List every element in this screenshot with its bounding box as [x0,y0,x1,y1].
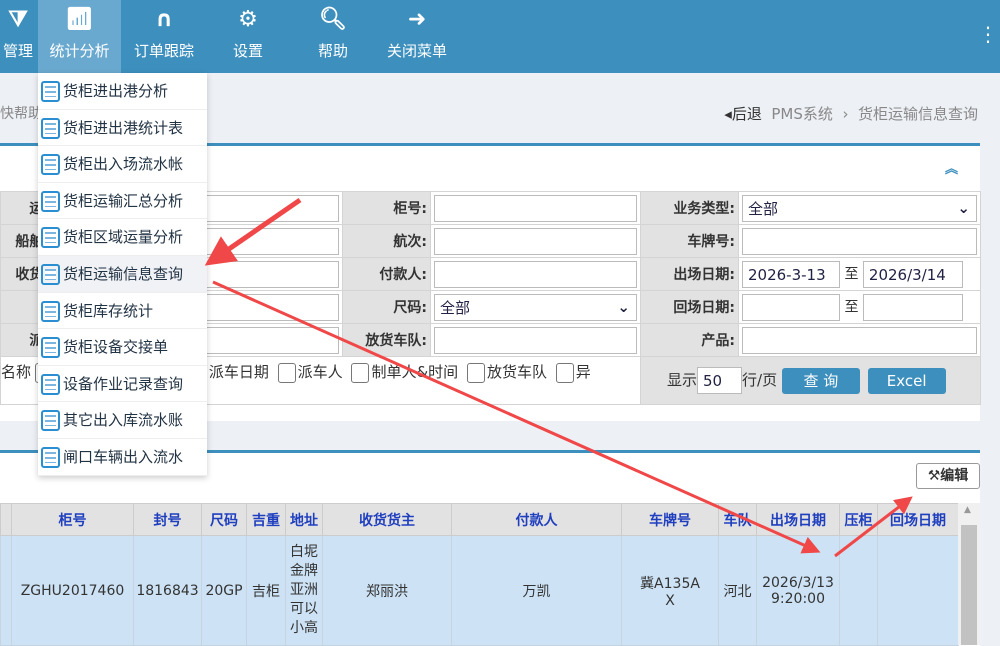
document-icon [41,263,60,285]
menu-icon[interactable]: ⋮ [978,22,998,46]
bar-chart-icon: 📶︎ [65,7,94,32]
collapse-icon[interactable]: ︽ [944,162,958,177]
nav-item-help[interactable]: 🔍︎ 帮助 [295,0,371,73]
filter-icon: ⧩ [8,7,28,32]
return-date-to[interactable] [862,293,963,321]
menu-item[interactable]: 货柜运输汇总分析 [38,183,207,220]
menu-item[interactable]: 设备作业记录查询 [38,366,207,403]
voyage-input[interactable] [434,227,637,255]
page-size-input[interactable]: 50 [697,367,743,394]
breadcrumb-item: 货柜运输信息查询 [857,105,978,123]
query-button[interactable]: 查 询 [781,367,860,394]
size-select[interactable]: 全部 ⌄ [434,293,637,321]
checkbox[interactable] [555,362,574,383]
plate-input[interactable] [742,227,977,255]
document-icon [41,300,60,322]
document-icon [41,227,60,249]
menu-item[interactable]: 货柜库存统计 [38,293,207,330]
document-icon [41,373,60,395]
document-icon [41,410,60,432]
menu-item[interactable]: 货柜进出港分析 [38,73,207,110]
nav-item-manage[interactable]: ⧩ 管理 [0,0,36,73]
back-link[interactable]: ◂后退 [724,105,762,123]
scrollbar[interactable]: ▲ [958,503,980,645]
return-date-from[interactable] [742,293,840,321]
chevron-down-icon: ⌄ [957,198,970,217]
product-input[interactable] [742,326,977,354]
menu-item[interactable]: 货柜运输信息查询 [38,255,207,293]
results-table: 柜号 封号 尺码 吉重 地址 收货货主 付款人 车牌号 车队 出场日期 压柜 回场日期 ZGHU201… [0,503,959,646]
checkbox[interactable] [466,362,485,383]
biz-type-select[interactable]: 全部 ⌄ [742,194,977,222]
headphones-icon: ∩ [155,7,173,32]
document-icon [41,154,60,176]
menu-item[interactable]: 货柜设备交接单 [38,329,207,366]
nav-item-close-menu[interactable]: ➜ 关闭菜单 [380,0,454,73]
document-icon [41,446,60,468]
document-icon [41,337,60,359]
menu-item[interactable]: 其它出入库流水账 [38,402,207,439]
chevron-down-icon: ⌄ [617,297,630,316]
breadcrumb-item[interactable]: PMS系统 [771,105,833,123]
breadcrumb: ◂后退 PMS系统 › 货柜运输信息查询 [724,105,978,123]
nav-item-statistics[interactable]: 📶︎ 统计分析 [38,0,121,73]
container-no-input[interactable] [434,194,637,222]
excel-button[interactable]: Excel [867,367,946,394]
document-icon [41,190,60,212]
top-nav: ⧩ 管理 📶︎ 统计分析 ∩ 订单跟踪 ⚙ 设置 🔍︎ 帮助 ➜ 关闭菜单 ⋮ [0,0,1000,73]
edit-button[interactable]: ⚒编辑 [916,463,980,489]
sign-out-icon: ➜ [407,7,427,32]
nav-item-order-tracking[interactable]: ∩ 订单跟踪 [124,0,204,73]
search-icon: 🔍︎ [319,7,347,32]
nav-item-settings[interactable]: ⚙ 设置 [210,0,286,73]
checkbox[interactable] [277,362,296,383]
help-text: 快帮助 [0,106,42,122]
checkbox[interactable] [351,362,370,383]
out-date-to[interactable]: 2026/3/14 [862,260,963,288]
document-icon [41,81,60,102]
menu-item[interactable]: 闸口车辆出入流水 [38,439,207,476]
out-date-from[interactable]: 2026-3-13 [742,260,840,288]
menu-item[interactable]: 货柜出入场流水帐 [38,146,207,183]
table-row[interactable]: ZGHU2017460 1816843 20GP 吉柜 白坭金牌亚洲可以小高 郑丽洪 万凯冀… [0,535,959,646]
tools-icon: ⚒ [927,468,941,484]
payer-input[interactable] [434,260,637,288]
release-fleet-input[interactable] [434,326,637,354]
menu-item[interactable]: 货柜区域运量分析 [38,219,207,256]
menu-item[interactable]: 货柜进出港统计表 [38,110,207,147]
document-icon [41,117,60,139]
results-panel: ⚒编辑 柜号 封号 尺码 吉重 地址 收货货主 付款人 车牌号 车队 出场日期 压柜 回场日期 ZGH… [0,450,980,646]
statistics-dropdown-menu: 货柜进出港分析 货柜进出港统计表 货柜出入场流水帐 货柜运输汇总分析 货柜区域运量分析货… [38,73,207,476]
gear-icon: ⚙ [238,7,258,32]
